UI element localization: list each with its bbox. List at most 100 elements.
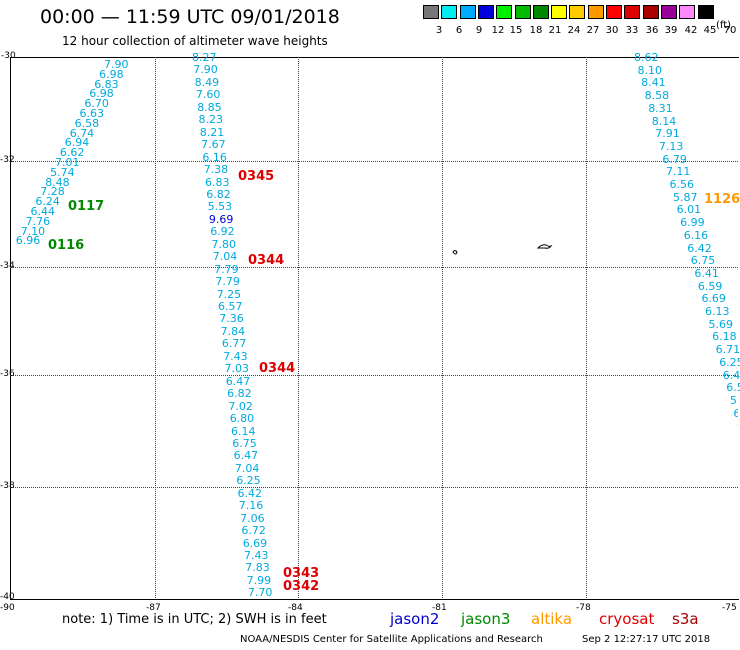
wave-height-value: 7.06 xyxy=(240,511,265,525)
wave-height-value: 7.80 xyxy=(211,237,237,251)
wave-height-value: 6.71 xyxy=(715,343,740,357)
x-axis-label: -87 xyxy=(146,603,161,613)
wave-height-value: 7.43 xyxy=(223,349,248,363)
satellite-name: altika xyxy=(531,610,573,628)
wave-height-value: 6.14 xyxy=(231,424,256,438)
pass-time-label: 1126 xyxy=(704,192,740,207)
legend-swatch xyxy=(606,5,622,19)
wave-height-value: 7.79 xyxy=(215,275,240,289)
legend-swatch xyxy=(514,5,531,19)
wave-height-value: 8.41 xyxy=(641,76,666,90)
wave-height-value: 6.25 xyxy=(719,355,740,369)
wave-height-value: 7.90 xyxy=(104,58,129,71)
wave-height-value: 7.83 xyxy=(245,561,270,575)
legend-level: 33 xyxy=(625,25,639,36)
wave-height-value: 6.44 xyxy=(722,368,740,382)
wave-height-value: 6.75 xyxy=(232,436,257,450)
wave-height-value: 7.10 xyxy=(20,224,46,238)
wave-height-value: 6 xyxy=(733,406,738,420)
wave-height-value: 7.13 xyxy=(658,139,684,153)
wave-height-value: 7.02 xyxy=(228,399,253,413)
pass-time-label: 0342 xyxy=(283,579,320,594)
grid-line-horizontal xyxy=(10,487,738,488)
wave-height-value: 7.67 xyxy=(201,138,226,152)
wave-height-value: 7.99 xyxy=(246,573,272,587)
legend-units: (ft) xyxy=(716,20,732,31)
wave-height-value: 6.69 xyxy=(701,292,726,306)
wave-height-value: 6.56 xyxy=(669,178,695,191)
footer-note: note: 1) Time is in UTC; 2) SWH is in fe… xyxy=(62,612,327,627)
wave-height-value: 6.01 xyxy=(676,203,702,217)
wave-height-value: 7.70 xyxy=(247,586,273,600)
wave-height-value: 6.94 xyxy=(64,136,90,150)
pass-time-label: 0345 xyxy=(238,169,275,184)
legend-swatch xyxy=(551,5,568,19)
wave-height-value: 7.43 xyxy=(244,549,269,562)
wave-height-value: 8.31 xyxy=(648,101,673,115)
legend-swatch xyxy=(587,5,604,19)
wave-height-value: 6.77 xyxy=(221,337,247,351)
legend-level: 12 xyxy=(491,25,505,36)
legend-level: 6 xyxy=(455,25,463,36)
wave-height-value: 7.04 xyxy=(212,250,238,264)
generated-timestamp: Sep 2 12:27:17 UTC 2018 xyxy=(582,634,711,645)
legend-swatch xyxy=(624,5,641,19)
wave-height-value: 8.14 xyxy=(651,114,677,128)
wave-height-value: 6.72 xyxy=(241,524,266,538)
wave-height-value: 6.80 xyxy=(229,412,255,426)
wave-height-value: 6.57 xyxy=(218,300,243,313)
wave-height-value: 6.69 xyxy=(242,536,268,550)
wave-height-value: 6.79 xyxy=(662,152,687,166)
y-axis-label: -32 xyxy=(0,155,15,165)
x-axis-label: -90 xyxy=(0,603,15,613)
legend-level: 15 xyxy=(509,25,523,36)
y-axis-label: -30 xyxy=(1,51,16,61)
legend-swatch xyxy=(697,5,714,19)
legend-level: 18 xyxy=(529,25,543,36)
x-axis-label: -84 xyxy=(288,603,303,613)
wave-height-value: 6.44 xyxy=(30,205,56,218)
legend-swatch xyxy=(642,5,659,19)
legend-level: 42 xyxy=(684,25,698,36)
wave-height-value: 7.60 xyxy=(195,88,221,102)
wave-height-value: 6.16 xyxy=(683,228,709,242)
legend-level: 24 xyxy=(567,25,581,36)
wave-height-value: 8.27 xyxy=(192,51,217,64)
legend-level: 36 xyxy=(645,25,659,36)
wave-height-value: 6.42 xyxy=(237,486,263,500)
legend-level: 27 xyxy=(586,25,600,36)
pass-time-label: 0344 xyxy=(259,361,296,376)
legend-level: 9 xyxy=(475,25,483,36)
wave-height-value: 6.25 xyxy=(236,474,261,488)
wave-height-value: 6.99 xyxy=(680,216,705,230)
legend-swatch xyxy=(496,5,513,19)
wave-height-value: 6.54 xyxy=(726,381,740,395)
legend-swatch xyxy=(477,5,494,19)
credit-text: NOAA/NESDIS Center for Satellite Applica… xyxy=(240,634,543,645)
wave-height-value: 8.85 xyxy=(197,100,222,114)
wave-height-value: 8.10 xyxy=(637,63,663,77)
wave-height-value: 8.49 xyxy=(194,75,220,89)
wave-height-value: 7.38 xyxy=(203,163,229,177)
wave-height-value: 9.69 xyxy=(208,212,234,226)
legend-level: 3 xyxy=(435,25,443,36)
wave-height-value: 5.9 xyxy=(729,393,738,407)
wave-height-value: 7.79 xyxy=(214,262,239,276)
wave-height-value: 6.63 xyxy=(79,107,105,120)
grid-line-vertical xyxy=(155,57,156,598)
map-title: 00:00 — 11:59 UTC 09/01/2018 xyxy=(40,6,340,28)
wave-height-value: 7.90 xyxy=(193,63,218,77)
wave-height-value: 7.01 xyxy=(55,156,80,169)
wave-height-value: 8.58 xyxy=(644,89,670,103)
legend-level: 30 xyxy=(605,25,619,36)
wave-height-value: 7.28 xyxy=(40,185,65,199)
x-axis-label: -78 xyxy=(576,603,591,613)
wave-height-value: 6.83 xyxy=(94,77,119,91)
wave-height-value: 8.48 xyxy=(45,175,70,189)
wave-height-value: 6.62 xyxy=(59,146,85,160)
wave-height-value: 6.92 xyxy=(210,225,235,239)
wave-height-value: 6.75 xyxy=(690,254,716,268)
pass-time-label: 0117 xyxy=(68,199,105,214)
wave-height-value: 6.42 xyxy=(687,241,712,255)
wave-height-value: 7.04 xyxy=(234,461,260,475)
